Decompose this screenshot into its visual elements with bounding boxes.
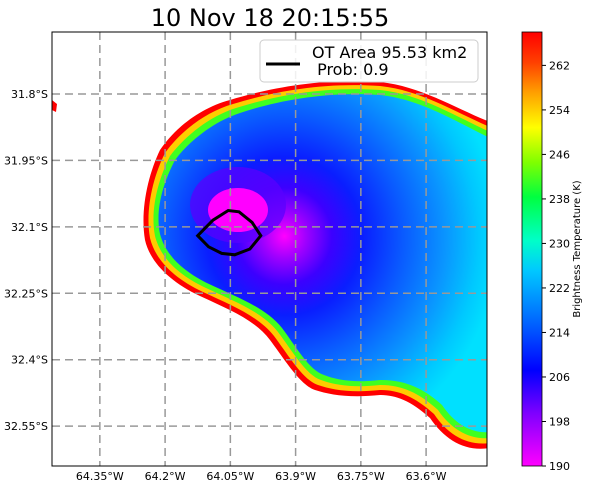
y-tick-label: 32.1°S <box>11 221 48 234</box>
grid-lines <box>52 32 487 466</box>
colorbar-tick-label: 222 <box>549 282 570 295</box>
colorbar-tick-label: 246 <box>549 148 570 161</box>
y-tick-label: 31.8°S <box>11 88 48 101</box>
y-tick-label: 32.25°S <box>4 287 48 300</box>
colorbar-tick-label: 254 <box>549 104 570 117</box>
overshooting-top-outline <box>195 208 263 257</box>
y-tick-label: 32.55°S <box>4 420 48 433</box>
x-axis-ticks: 64.35°W 64.2°W 64.05°W 63.9°W 63.75°W 63.6°W <box>76 470 447 483</box>
x-tick-label: 64.35°W <box>76 470 124 483</box>
colorbar-label: Brightness Temperature (K) <box>572 180 583 317</box>
colorbar-tick-label: 230 <box>549 237 570 250</box>
x-tick-label: 64.2°W <box>145 470 186 483</box>
colorbar-tick-label: 206 <box>549 371 570 384</box>
colorbar-tick-label: 190 <box>549 460 570 473</box>
edge-fragment <box>52 100 57 112</box>
colorbar: 190 198 206 214 222 230 238 246 254 262 Brightnes… <box>521 31 583 473</box>
legend: OT Area 95.53 km2 Prob: 0.9 <box>259 39 479 83</box>
legend-box <box>259 39 479 83</box>
legend-label-line1: OT Area 95.53 km2 <box>312 43 467 62</box>
x-tick-label: 63.9°W <box>275 470 316 483</box>
colorbar-tick-label: 238 <box>549 193 570 206</box>
colorbar-ticks: 190 198 206 214 222 230 238 246 254 262 <box>542 59 570 473</box>
plot-frame <box>51 31 488 467</box>
y-tick-label: 31.95°S <box>4 154 48 167</box>
x-tick-label: 64.05°W <box>206 470 254 483</box>
cloud-core-190 <box>208 188 268 232</box>
colorbar-tick-label: 262 <box>549 59 570 72</box>
plot-area <box>52 32 487 466</box>
chart-title: 10 Nov 18 20:15:55 <box>151 4 390 32</box>
y-axis-ticks: 31.8°S 31.95°S 32.1°S 32.25°S 32.4°S 32.55°S <box>4 88 48 433</box>
colorbar-tick-label: 198 <box>549 415 570 428</box>
x-tick-label: 63.75°W <box>337 470 385 483</box>
legend-label-line2: Prob: 0.9 <box>312 60 389 79</box>
colorbar-gradient <box>521 31 543 467</box>
y-tick-label: 32.4°S <box>11 354 48 367</box>
x-tick-label: 63.6°W <box>406 470 447 483</box>
colorbar-tick-label: 214 <box>549 326 570 339</box>
